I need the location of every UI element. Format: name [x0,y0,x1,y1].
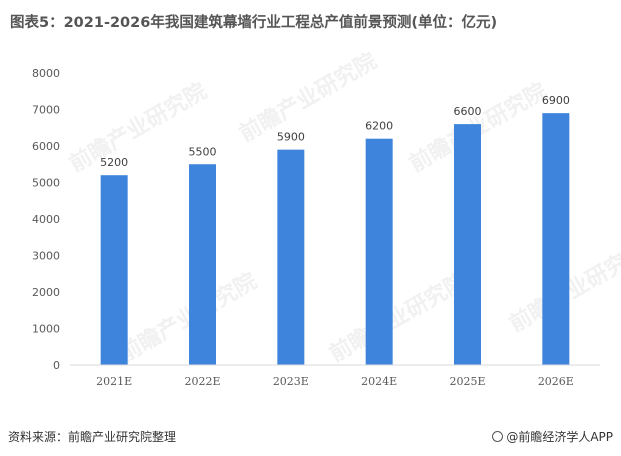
bar [277,149,305,365]
y-tick-label: 4000 [32,213,60,226]
data-label: 6900 [542,94,570,107]
y-tick-label: 7000 [32,104,60,117]
y-tick-label: 0 [53,359,60,372]
bar [100,175,128,365]
y-tick-label: 5000 [32,177,60,190]
bars-group: 5200 5500 5900 6200 6600 6900 [100,94,570,366]
y-tick-label: 6000 [32,140,60,153]
x-tick-label: 2023E [273,375,309,388]
source-note: 资料来源：前瞻产业研究院整理 [8,430,177,444]
bar [189,164,216,365]
brand-credit: @前瞻经济学人APP [492,428,613,445]
x-tick-label: 2025E [449,375,485,388]
data-label: 6200 [365,120,393,133]
y-tick-label: 1000 [32,323,60,336]
data-label: 6600 [454,105,482,118]
brand-credit-text: @前瞻经济学人APP [506,430,613,444]
bar [365,138,393,365]
data-label: 5500 [189,145,217,158]
x-tick-label: 2021E [96,375,132,388]
x-tick-label: 2022E [184,375,220,388]
bar [454,124,481,365]
bar [542,113,570,366]
y-tick-label: 8000 [32,67,60,80]
y-tick-label: 3000 [32,250,60,263]
x-tick-label: 2024E [361,375,397,388]
brand-logo-icon [492,431,504,442]
data-label: 5200 [100,156,128,169]
chart-title: 图表5：2021-2026年我国建筑幕墙行业工程总产值前景预测(单位：亿元) [10,15,498,31]
x-tick-label: 2026E [538,375,574,388]
y-tick-label: 2000 [32,286,60,299]
data-label: 5900 [277,131,305,144]
y-axis: 0 1000 2000 3000 4000 5000 6000 7000 8000 [32,67,60,372]
x-axis: 2021E 2022E 2023E 2024E 2025E 2026E [70,364,600,388]
